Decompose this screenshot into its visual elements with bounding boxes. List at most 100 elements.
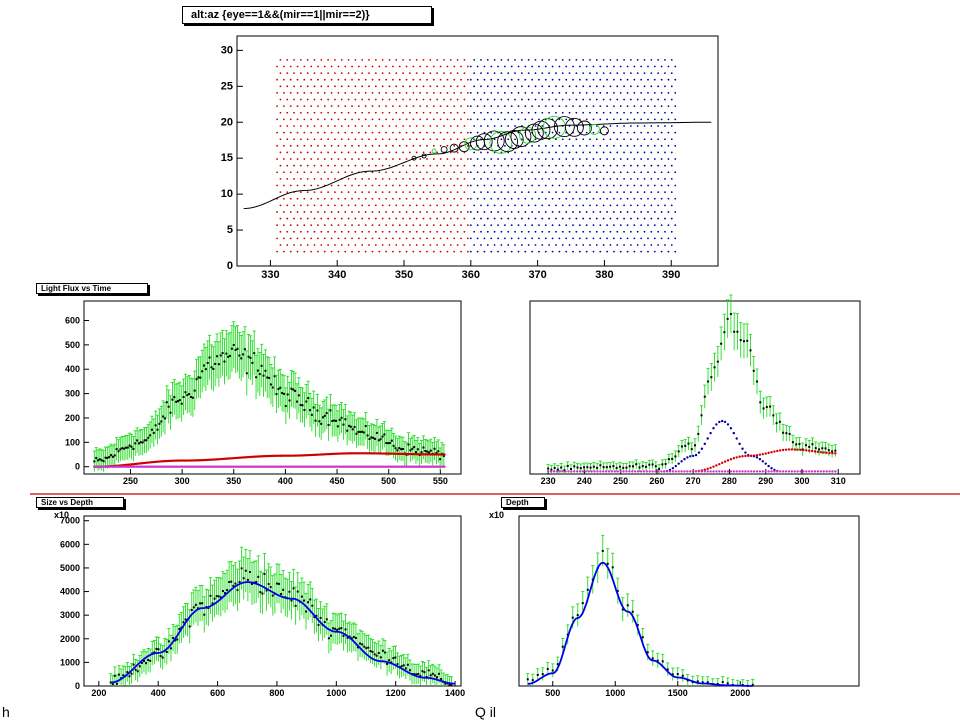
tube-point	[327, 191, 330, 194]
component-point	[720, 461, 724, 465]
y-tick-label: 0	[75, 462, 80, 472]
tube-point	[340, 230, 343, 233]
tube-point	[517, 211, 520, 213]
tube-point	[364, 224, 367, 227]
data-point	[132, 448, 135, 451]
tube-point	[279, 204, 282, 207]
tube-point	[286, 177, 289, 180]
data-point	[379, 438, 382, 441]
tube-point	[534, 204, 537, 207]
tube-point	[633, 211, 636, 213]
tube-point	[296, 171, 299, 174]
tube-point	[340, 151, 343, 154]
tube-point	[327, 217, 330, 220]
tube-point	[640, 131, 643, 134]
component-point	[642, 470, 646, 473]
tube-point	[381, 191, 384, 194]
data-point	[244, 569, 247, 572]
data-point	[173, 396, 176, 399]
tube-point	[303, 197, 306, 200]
tube-point	[606, 158, 609, 160]
data-point	[700, 414, 703, 417]
data-point	[440, 678, 443, 681]
data-point	[401, 448, 404, 451]
tube-point	[510, 105, 513, 108]
tube-point	[636, 191, 639, 194]
tube-point	[357, 65, 360, 68]
component-point	[443, 453, 446, 456]
tube-point	[429, 125, 432, 127]
tube-point	[388, 204, 391, 207]
data-point	[214, 362, 217, 365]
tube-point	[503, 237, 506, 240]
tube-point	[334, 98, 336, 101]
data-point	[138, 665, 141, 668]
tube-point	[589, 151, 591, 154]
component-point	[645, 470, 648, 473]
tube-point	[320, 111, 323, 114]
tube-point	[344, 118, 347, 121]
data-point	[208, 356, 211, 359]
tube-point	[456, 125, 459, 127]
tube-point	[306, 244, 309, 246]
data-point	[423, 671, 426, 674]
tube-point	[623, 125, 625, 127]
tube-point	[402, 98, 404, 101]
tube-point	[480, 125, 482, 127]
tube-point	[351, 171, 353, 174]
tube-point	[398, 78, 401, 81]
tube-point	[531, 144, 534, 147]
tube-point	[398, 92, 401, 94]
tube-point	[599, 250, 602, 253]
tube-point	[432, 211, 435, 213]
tube-point	[555, 191, 557, 194]
tube-point	[551, 92, 554, 94]
tube-point	[436, 138, 439, 141]
tube-point	[534, 98, 537, 101]
tube-point	[578, 250, 581, 253]
component-point	[813, 470, 817, 473]
tube-point	[500, 58, 503, 61]
tube-point	[381, 151, 384, 154]
component-point	[723, 420, 727, 424]
tube-point	[534, 85, 537, 88]
tube-point	[541, 151, 544, 154]
tube-point	[578, 78, 581, 81]
tube-point	[374, 151, 377, 154]
data-point	[576, 466, 579, 469]
component-point	[596, 470, 599, 473]
data-point	[182, 396, 185, 399]
tube-point	[456, 244, 459, 246]
tube-point	[395, 111, 398, 114]
tube-point	[486, 85, 489, 88]
tube-point	[503, 211, 506, 213]
tube-point	[602, 58, 605, 61]
component-point	[773, 450, 776, 453]
data-point	[102, 460, 105, 463]
component-point	[834, 452, 837, 455]
tube-point	[616, 177, 619, 180]
tube-point	[483, 158, 486, 160]
tube-point	[460, 171, 462, 174]
tube-point	[415, 138, 418, 141]
tube-point	[650, 125, 653, 127]
data-point	[556, 468, 559, 471]
data-point	[374, 437, 377, 440]
tube-point	[334, 125, 336, 127]
tube-point	[548, 217, 551, 220]
tube-point	[419, 211, 422, 213]
component-point	[825, 470, 828, 473]
data-point	[253, 352, 256, 355]
tube-point	[473, 125, 476, 127]
y-tick-label: 30	[221, 44, 233, 56]
x-tick-label: 500	[381, 476, 396, 486]
tube-point	[602, 111, 605, 114]
data-point	[136, 439, 139, 442]
y-tick-label: 2000	[60, 634, 80, 644]
data-point	[335, 419, 338, 422]
tube-point	[313, 204, 316, 207]
tube-point	[575, 204, 578, 207]
tube-point	[429, 151, 432, 154]
data-point	[259, 591, 262, 594]
tube-point	[578, 144, 581, 147]
